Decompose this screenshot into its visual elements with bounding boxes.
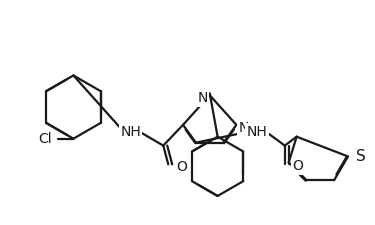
Text: O: O [292,159,303,173]
Text: NH: NH [247,125,267,139]
Text: N: N [197,91,208,105]
Text: O: O [176,160,187,174]
Text: Cl: Cl [38,132,52,146]
Text: NH: NH [120,125,141,139]
Text: S: S [356,149,366,164]
Text: N: N [238,121,249,135]
